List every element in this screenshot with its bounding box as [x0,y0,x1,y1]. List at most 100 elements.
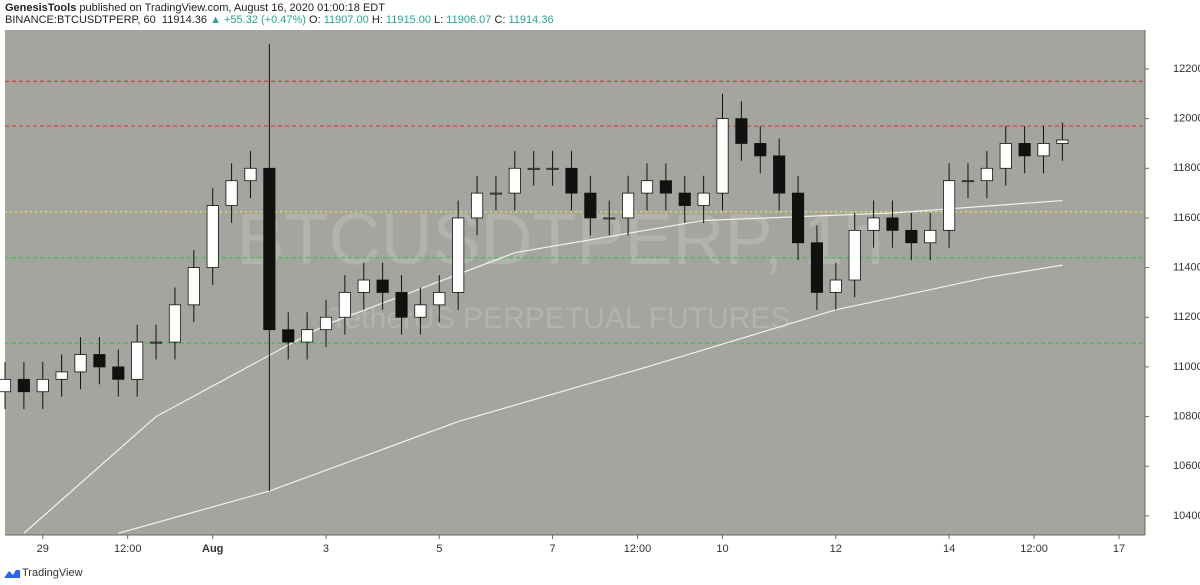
candle-body [810,242,823,293]
candle-body [376,279,389,293]
l: 11906.07 [446,14,492,26]
candle-body [357,279,370,293]
x-tick-label: 12:00 [624,543,652,555]
candle-body [263,167,276,331]
x-tick-label: 10 [716,543,728,555]
candle-body [17,378,30,393]
candle-body [867,217,880,231]
watermark: BTCUSDTPERP, 1h [237,200,884,280]
candle-body [225,180,238,206]
candle-body [206,205,219,269]
candle-body [735,118,748,144]
h-label: H: [371,14,383,26]
candle-body [55,371,68,380]
candle-body [131,341,144,380]
change: ▲ +55.32 (+0.47%) [210,14,306,26]
x-tick-label: 12:00 [114,543,142,555]
candle-body [1018,143,1031,157]
c: 11914.36 [508,14,554,26]
candle-body [961,180,975,183]
symbol: BINANCE:BTCUSDTPERP, 60 [5,14,156,26]
candle-body [678,192,691,206]
y-tick-label: 10600.00 [1173,460,1200,472]
candle-body [452,217,465,293]
candle-body [924,229,937,244]
candle-body [112,366,125,380]
l-label: L: [434,14,444,26]
candle-body [36,378,49,393]
candle-body [319,316,333,331]
candle-body [244,167,257,182]
y-tick-label: 10400.00 [1173,510,1200,522]
candle-body [168,304,182,343]
y-tick-label: 11600.00 [1173,212,1200,224]
candle-body [1037,143,1050,157]
candle-body [603,217,616,220]
candle-body [0,378,12,393]
candle-body [773,155,786,194]
candle-body [301,329,314,343]
candle-body [282,329,295,343]
x-tick-label: 14 [943,543,955,555]
candle-body [565,167,578,194]
candle-body [470,192,484,219]
candle-body [697,192,710,206]
candle-body [622,192,635,219]
candle-body [433,292,446,306]
publish-line: GenesisTools published on TradingView.co… [5,2,385,14]
x-tick-label: 3 [323,543,329,555]
author: GenesisTools [5,2,77,14]
candle-body [546,167,559,170]
candle-body [905,229,918,244]
x-tick-label: 17 [1113,543,1125,555]
y-tick-label: 10800.00 [1173,410,1200,422]
x-tick-label: Aug [202,543,223,555]
candle-body [943,180,956,231]
x-tick-label: 7 [550,543,556,555]
published: published on TradingView.com, August 16,… [79,2,385,14]
plot-background [5,30,1145,535]
candle-body [149,341,163,344]
candle-body [584,192,597,219]
x-tick-label: 12 [830,543,842,555]
candle-body [338,292,351,318]
candle-body [640,180,654,194]
c-label: C: [494,14,506,26]
candle-body [980,167,993,182]
candle-body [716,118,729,194]
candle-body [659,180,672,194]
last: 11914.36 [161,14,207,26]
y-tick-label: 12200.00 [1173,63,1200,75]
candle-body [999,143,1012,169]
x-tick-label: 5 [436,543,442,555]
quote-line: BINANCE:BTCUSDTPERP, 60 11914.36 ▲ +55.3… [5,14,554,26]
y-tick-label: 11000.00 [1173,361,1200,373]
candle-body [791,192,805,244]
o: 11907.00 [323,14,369,26]
candle-body [1056,139,1069,144]
candle-body [395,292,408,318]
logo [4,570,20,578]
candle-body [508,167,521,194]
candle-body [489,192,502,195]
candle-body [414,304,427,318]
y-tick-label: 11400.00 [1173,262,1200,274]
candle-body [527,167,540,170]
candle-body [886,217,899,231]
y-tick-label: 11800.00 [1173,162,1200,174]
x-tick-label: 12:00 [1020,543,1048,555]
h: 11915.00 [385,14,431,26]
candle-body [848,229,861,281]
candle-body [829,279,842,293]
candle-body [74,354,87,373]
candle-body [187,267,200,306]
o-label: O: [309,14,321,26]
y-tick-label: 11200.00 [1173,311,1200,323]
candle-body [93,354,106,368]
footer: TradingView [22,567,83,579]
y-tick-label: 12000.00 [1173,113,1200,125]
x-tick-label: 29 [37,543,49,555]
candle-body [754,143,767,157]
